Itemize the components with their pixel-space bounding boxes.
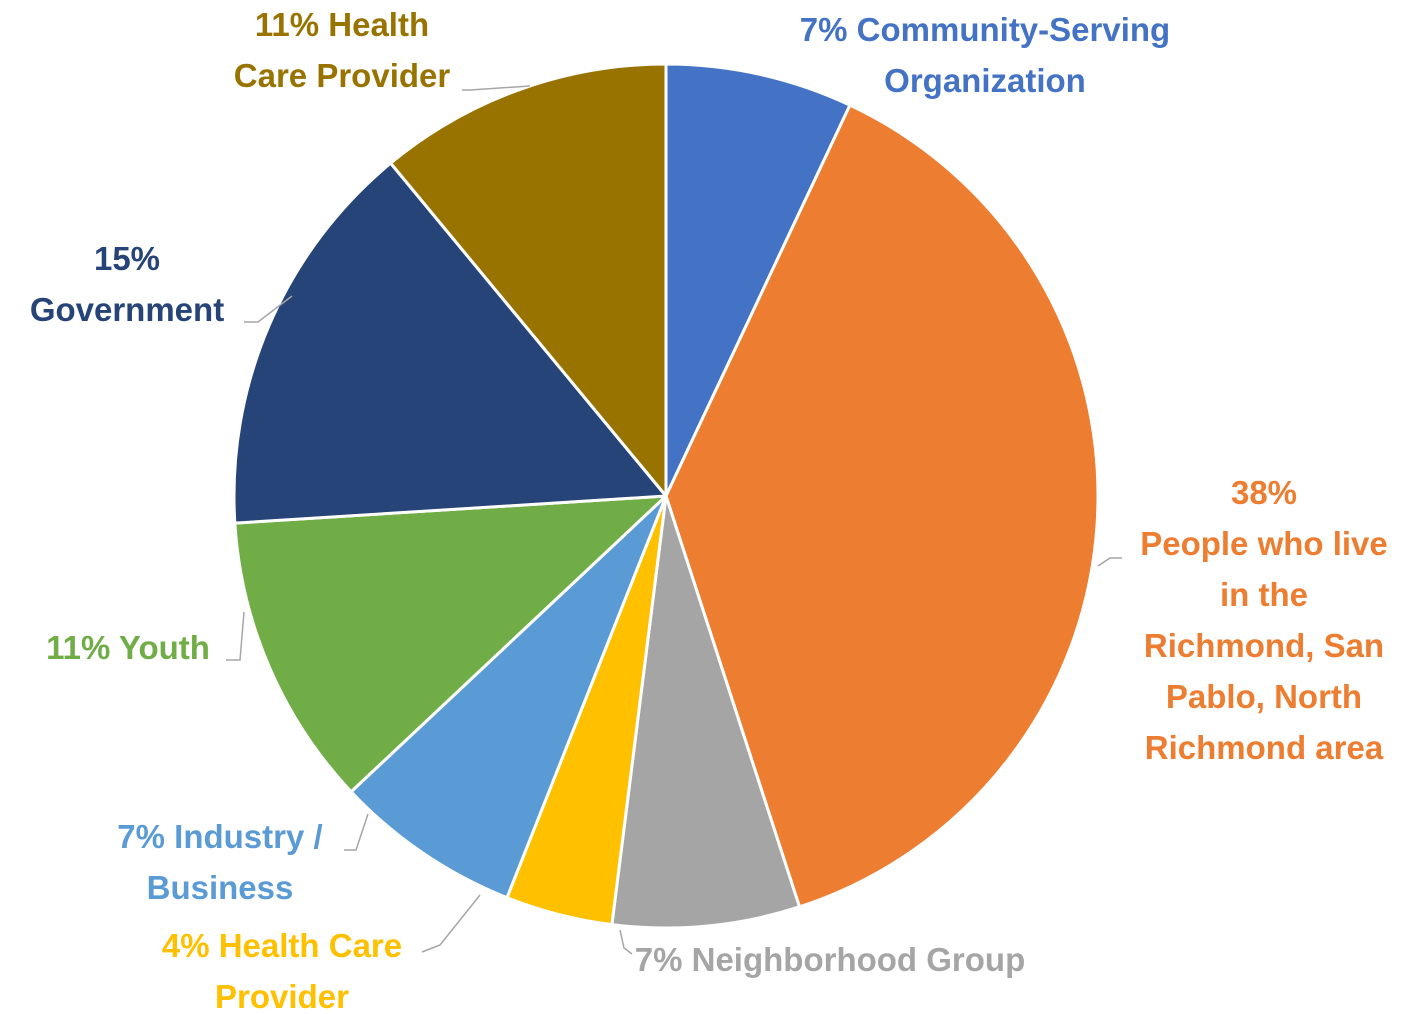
slice-label-line: 7% Industry /: [117, 818, 322, 855]
slice-label-line: Provider: [215, 978, 349, 1014]
leader-line-7: [244, 295, 293, 323]
slice-labels: 7% Community-Serving Organization 38% Peopl…: [30, 6, 1388, 1014]
pie-slices: [232, 62, 1100, 930]
slice-label-4: 4% Health Care Provider: [162, 927, 402, 1014]
pie-slice-2: [664, 103, 1100, 909]
pie-slice-3: [610, 494, 801, 930]
slice-label-line: Richmond area: [1145, 729, 1384, 766]
slice-label-2: 38% People who live in the Richmond, San Pab…: [1140, 474, 1388, 766]
slice-label-5: 7% Industry / Business: [117, 818, 322, 906]
leader-line-8: [462, 85, 531, 91]
slice-label-8: 11% Health Care Provider: [234, 6, 451, 94]
pie-slice-5: [349, 494, 668, 900]
slice-label-line: Government: [30, 291, 224, 328]
pie-slice-6: [233, 494, 668, 794]
slice-label-line: 7% Neighborhood Group: [635, 941, 1025, 978]
slice-label-6: 11% Youth: [46, 629, 210, 666]
slice-label-3: 7% Neighborhood Group: [635, 941, 1025, 978]
slice-label-line: 11% Health: [255, 6, 429, 43]
slice-label-line: 4% Health Care: [162, 927, 402, 964]
slice-label-line: in the: [1220, 576, 1308, 613]
slice-label-line: Care Provider: [234, 57, 451, 94]
leader-line-2: [1097, 557, 1122, 567]
slice-label-line: Richmond, San: [1144, 627, 1384, 664]
pie-slice-7: [232, 161, 668, 525]
leader-lines: [226, 85, 1122, 955]
slice-label-7: 15% Government: [30, 240, 224, 328]
slice-label-line: 38%: [1231, 474, 1297, 511]
slice-label-line: Organization: [884, 62, 1086, 99]
leader-line-3: [619, 929, 633, 955]
slice-label-line: Pablo, North: [1166, 678, 1362, 715]
leader-line-4: [421, 894, 481, 953]
leader-line-5: [344, 813, 369, 851]
slice-label-line: 15%: [94, 240, 160, 277]
slice-label-line: 11% Youth: [46, 629, 210, 666]
pie-slice-8: [389, 62, 668, 498]
slice-label-line: 7% Community-Serving: [800, 11, 1170, 48]
leader-line-6: [226, 611, 245, 661]
slice-label-1: 7% Community-Serving Organization: [800, 11, 1170, 99]
slice-label-line: Business: [147, 869, 294, 906]
slice-label-line: People who live: [1140, 525, 1388, 562]
pie-slice-1: [664, 62, 852, 498]
